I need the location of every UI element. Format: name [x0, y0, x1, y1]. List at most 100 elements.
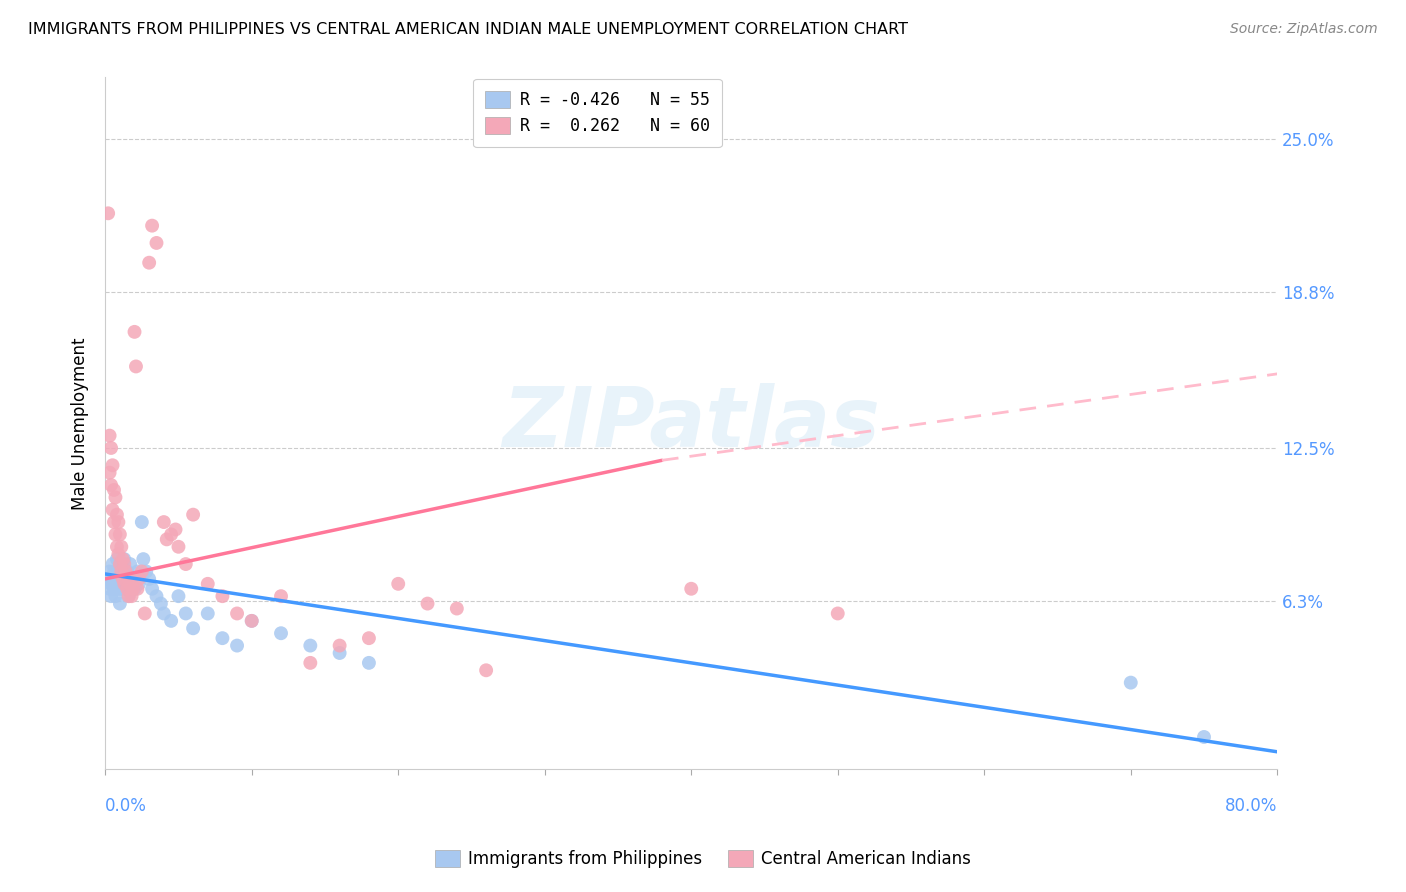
- Point: [118, 572, 141, 586]
- Point: [329, 646, 352, 660]
- Point: [181, 508, 204, 522]
- Point: [104, 589, 127, 603]
- Point: [211, 631, 233, 645]
- Point: [125, 359, 148, 374]
- Point: [115, 582, 138, 596]
- Point: [167, 540, 190, 554]
- Text: Source: ZipAtlas.com: Source: ZipAtlas.com: [1230, 22, 1378, 37]
- Point: [103, 565, 125, 579]
- Point: [104, 577, 127, 591]
- Point: [108, 527, 131, 541]
- Point: [114, 565, 136, 579]
- Point: [1192, 730, 1215, 744]
- Point: [240, 614, 263, 628]
- Point: [138, 256, 160, 270]
- Point: [827, 607, 849, 621]
- Point: [121, 589, 143, 603]
- Point: [299, 639, 322, 653]
- Point: [160, 527, 183, 541]
- Point: [153, 607, 176, 621]
- Point: [131, 515, 153, 529]
- Point: [114, 582, 136, 596]
- Point: [97, 572, 120, 586]
- Point: [149, 597, 172, 611]
- Point: [121, 572, 143, 586]
- Text: ZIPatlas: ZIPatlas: [502, 383, 880, 464]
- Point: [100, 478, 122, 492]
- Point: [122, 582, 145, 596]
- Point: [174, 557, 197, 571]
- Point: [114, 572, 136, 586]
- Point: [112, 557, 135, 571]
- Point: [105, 540, 128, 554]
- Point: [112, 577, 135, 591]
- Point: [107, 515, 129, 529]
- Point: [681, 582, 703, 596]
- Point: [104, 527, 127, 541]
- Point: [112, 552, 135, 566]
- Point: [118, 589, 141, 603]
- Point: [141, 582, 163, 596]
- Point: [131, 565, 153, 579]
- Point: [124, 325, 146, 339]
- Point: [111, 572, 134, 586]
- Point: [357, 631, 380, 645]
- Point: [1119, 675, 1142, 690]
- Point: [446, 601, 468, 615]
- Point: [107, 547, 129, 561]
- Point: [124, 582, 146, 596]
- Point: [98, 428, 121, 442]
- Point: [141, 219, 163, 233]
- Point: [103, 582, 125, 596]
- Point: [97, 206, 120, 220]
- Point: [165, 523, 187, 537]
- Point: [110, 572, 132, 586]
- Point: [132, 552, 155, 566]
- Point: [115, 565, 138, 579]
- Point: [105, 508, 128, 522]
- Point: [120, 557, 142, 571]
- Point: [145, 589, 167, 603]
- Point: [108, 582, 131, 596]
- Point: [100, 441, 122, 455]
- Point: [181, 621, 204, 635]
- Point: [110, 565, 132, 579]
- Y-axis label: Male Unemployment: Male Unemployment: [72, 337, 89, 509]
- Point: [101, 458, 124, 473]
- Point: [128, 572, 150, 586]
- Point: [111, 552, 134, 566]
- Point: [153, 515, 176, 529]
- Point: [156, 533, 179, 547]
- Text: IMMIGRANTS FROM PHILIPPINES VS CENTRAL AMERICAN INDIAN MALE UNEMPLOYMENT CORRELA: IMMIGRANTS FROM PHILIPPINES VS CENTRAL A…: [28, 22, 908, 37]
- Point: [475, 663, 498, 677]
- Point: [226, 607, 249, 621]
- Point: [118, 589, 141, 603]
- Point: [112, 565, 135, 579]
- Point: [108, 557, 131, 571]
- Point: [416, 597, 439, 611]
- Point: [145, 235, 167, 250]
- Point: [111, 557, 134, 571]
- Point: [128, 577, 150, 591]
- Point: [101, 557, 124, 571]
- Point: [110, 540, 132, 554]
- Point: [197, 607, 219, 621]
- Point: [100, 577, 122, 591]
- Legend: R = -0.426   N = 55, R =  0.262   N = 60: R = -0.426 N = 55, R = 0.262 N = 60: [474, 78, 721, 147]
- Point: [108, 597, 131, 611]
- Point: [357, 656, 380, 670]
- Point: [138, 572, 160, 586]
- Point: [211, 589, 233, 603]
- Point: [98, 582, 121, 596]
- Point: [226, 639, 249, 653]
- Point: [107, 565, 129, 579]
- Point: [160, 614, 183, 628]
- Point: [98, 565, 121, 579]
- Point: [103, 483, 125, 497]
- Point: [110, 557, 132, 571]
- Point: [104, 491, 127, 505]
- Point: [135, 565, 157, 579]
- Point: [101, 502, 124, 516]
- Point: [111, 582, 134, 596]
- Point: [120, 577, 142, 591]
